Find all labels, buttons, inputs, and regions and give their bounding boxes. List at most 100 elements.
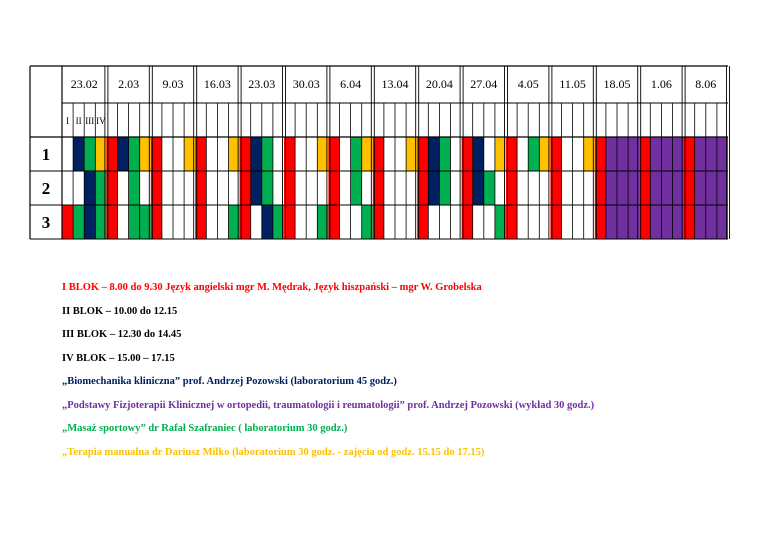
session-cell-20.04-II-row2 <box>428 171 440 205</box>
session-cell-30.03-IV-row1 <box>317 137 329 171</box>
date-header: 8.06 <box>695 77 716 91</box>
session-cell-2.03-III-row1 <box>128 137 140 171</box>
session-cell-27.04-III-row2 <box>483 171 495 205</box>
session-cell-4.05-I-row1 <box>506 137 518 171</box>
legend-biomechanika: „Biomechanika kliniczna” prof. Andrzej P… <box>62 376 397 387</box>
session-cell-20.04-III-row2 <box>439 171 451 205</box>
date-header: 9.03 <box>163 77 184 91</box>
session-cell-18.05-IV-row1 <box>628 137 640 171</box>
session-cell-23.02-II-row3 <box>73 205 85 239</box>
session-cell-9.03-I-row3 <box>150 205 162 239</box>
session-cell-8.06-IV-row3 <box>716 205 728 239</box>
session-cell-13.04-I-row3 <box>372 205 384 239</box>
session-cell-23.02-IV-row1 <box>95 137 107 171</box>
session-cell-27.04-IV-row3 <box>494 205 506 239</box>
session-cell-2.03-IV-row3 <box>139 205 151 239</box>
session-cell-1.06-IV-row3 <box>672 205 684 239</box>
session-cell-13.04-I-row1 <box>372 137 384 171</box>
session-cell-11.05-I-row1 <box>550 137 562 171</box>
session-cell-1.06-I-row1 <box>639 137 651 171</box>
session-cell-1.06-II-row1 <box>650 137 662 171</box>
session-cell-18.05-III-row3 <box>617 205 629 239</box>
session-cell-23.02-III-row1 <box>84 137 96 171</box>
session-cell-23.03-IV-row3 <box>272 205 284 239</box>
legend-podstawy-fizjoterapii: „Podstawy Fizjoterapii Klinicznej w orto… <box>62 399 595 411</box>
session-cell-8.06-I-row2 <box>683 171 695 205</box>
session-cell-23.03-III-row2 <box>261 171 273 205</box>
session-cell-23.02-IV-row2 <box>95 171 107 205</box>
session-cell-11.05-IV-row1 <box>583 137 595 171</box>
session-cell-23.03-II-row2 <box>250 171 262 205</box>
session-cell-16.03-I-row2 <box>195 171 207 205</box>
legend-block-1: I BLOK – 8.00 do 9.30 Język angielski mg… <box>62 282 482 293</box>
session-cell-18.05-I-row1 <box>594 137 606 171</box>
session-cell-2.03-II-row1 <box>117 137 129 171</box>
session-cell-6.04-IV-row3 <box>361 205 373 239</box>
session-cell-6.04-III-row2 <box>350 171 362 205</box>
schedule-table: 23.02 2.03 9.03 16.03 23.03 30.03 6.04 13.04 20.… <box>29 65 730 240</box>
legend-masaz-sportowy: „Masaż sportowy” dr Rafał Szafraniec ( l… <box>62 423 348 434</box>
session-cell-9.03-I-row2 <box>150 171 162 205</box>
session-cell-4.05-IV-row1 <box>539 137 551 171</box>
session-cell-18.05-II-row1 <box>605 137 617 171</box>
session-cell-27.04-II-row1 <box>472 137 484 171</box>
session-cell-11.05-I-row3 <box>550 205 562 239</box>
session-cell-13.04-IV-row1 <box>406 137 418 171</box>
session-cell-2.03-III-row2 <box>128 171 140 205</box>
session-cell-2.03-IV-row1 <box>139 137 151 171</box>
block-label: I <box>66 116 69 126</box>
date-header: 16.03 <box>204 77 231 91</box>
session-cell-27.04-I-row2 <box>461 171 473 205</box>
session-cell-8.06-II-row2 <box>694 171 706 205</box>
date-header: 2.03 <box>118 77 139 91</box>
session-cell-30.03-IV-row3 <box>317 205 329 239</box>
session-cell-11.05-I-row2 <box>550 171 562 205</box>
session-cell-20.04-II-row1 <box>428 137 440 171</box>
session-cell-2.03-I-row3 <box>106 205 118 239</box>
session-cell-1.06-III-row3 <box>661 205 673 239</box>
session-cell-8.06-III-row3 <box>705 205 717 239</box>
date-header: 23.02 <box>71 77 98 91</box>
session-cell-23.02-IV-row3 <box>95 205 107 239</box>
session-cell-1.06-I-row3 <box>639 205 651 239</box>
legend-block-4: IV BLOK – 15.00 – 17.15 <box>62 352 175 364</box>
session-cell-2.03-III-row3 <box>128 205 140 239</box>
session-cell-18.05-II-row2 <box>605 171 617 205</box>
session-cell-23.03-I-row2 <box>239 171 251 205</box>
session-cell-30.03-I-row1 <box>284 137 296 171</box>
session-cell-30.03-I-row2 <box>284 171 296 205</box>
session-cell-9.03-I-row1 <box>150 137 162 171</box>
session-cell-13.04-I-row2 <box>372 171 384 205</box>
row-label: 2 <box>42 179 51 198</box>
block-label: IV <box>96 116 106 126</box>
date-header: 13.04 <box>382 77 409 91</box>
session-cell-1.06-I-row2 <box>639 171 651 205</box>
session-cell-1.06-IV-row1 <box>672 137 684 171</box>
session-cell-18.05-I-row3 <box>594 205 606 239</box>
session-cell-23.02-III-row2 <box>84 171 96 205</box>
session-cell-18.05-I-row2 <box>594 171 606 205</box>
session-cell-16.03-I-row3 <box>195 205 207 239</box>
session-cell-18.05-III-row1 <box>617 137 629 171</box>
legend: I BLOK – 8.00 do 9.30 Język angielski mg… <box>62 281 762 460</box>
session-cell-8.06-II-row3 <box>694 205 706 239</box>
session-cell-20.04-I-row1 <box>417 137 429 171</box>
session-cell-23.02-III-row3 <box>84 205 96 239</box>
session-cell-18.05-II-row3 <box>605 205 617 239</box>
date-header: 6.04 <box>340 77 361 91</box>
date-header: 4.05 <box>518 77 539 91</box>
session-cell-1.06-II-row3 <box>650 205 662 239</box>
session-cell-6.04-I-row2 <box>328 171 340 205</box>
session-cell-1.06-II-row2 <box>650 171 662 205</box>
session-cell-18.05-III-row2 <box>617 171 629 205</box>
session-cell-20.04-I-row2 <box>417 171 429 205</box>
session-cell-27.04-II-row2 <box>472 171 484 205</box>
session-cell-18.05-IV-row3 <box>628 205 640 239</box>
row-label: 1 <box>42 145 51 164</box>
session-cell-8.06-III-row1 <box>705 137 717 171</box>
session-cell-8.06-IV-row2 <box>716 171 728 205</box>
session-cell-6.04-III-row1 <box>350 137 362 171</box>
date-header: 18.05 <box>604 77 631 91</box>
session-cell-16.03-IV-row3 <box>228 205 240 239</box>
session-cell-1.06-III-row1 <box>661 137 673 171</box>
